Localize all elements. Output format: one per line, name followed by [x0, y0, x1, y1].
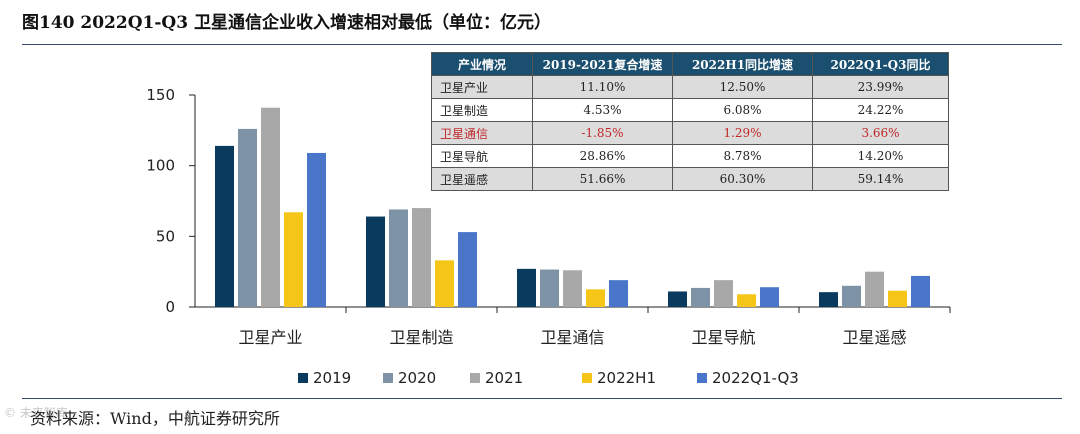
bar-2020 — [238, 128, 257, 307]
table-header-row: 产业情况 2019-2021复合增速 2022H1同比增速 2022Q1-Q3同… — [431, 52, 949, 76]
bar-2020 — [540, 269, 559, 307]
bar-2021 — [261, 107, 280, 307]
table-cell: 14.20% — [812, 144, 949, 168]
bar-2022H1 — [737, 294, 756, 307]
table-cell: 23.99% — [812, 75, 949, 99]
bar-2020 — [842, 285, 861, 307]
bar-2019 — [366, 216, 385, 307]
bar-2022Q1-Q3 — [307, 152, 326, 307]
table-cell: 6.08% — [672, 98, 813, 122]
table-cell: 卫星产业 — [431, 75, 533, 99]
bar-2021 — [714, 280, 733, 307]
table-cell: 60.30% — [672, 167, 813, 191]
bar-2019 — [517, 268, 536, 307]
category-label: 卫星制造 — [389, 328, 453, 347]
growth-table: 产业情况 2019-2021复合增速 2022H1同比增速 2022Q1-Q3同… — [431, 52, 949, 191]
table-cell: 8.78% — [672, 144, 813, 168]
table-cell: 28.86% — [532, 144, 673, 168]
figure-title: 图140 2022Q1-Q3 卫星通信企业收入增速相对最低（单位：亿元） — [22, 13, 551, 33]
bar-2019 — [668, 291, 687, 307]
table-header: 2022H1同比增速 — [672, 52, 813, 76]
bar-2022H1 — [284, 212, 303, 307]
table-cell: 卫星遥感 — [431, 167, 533, 191]
bar-2022H1 — [888, 290, 907, 307]
legend-label: 2022Q1-Q3 — [712, 369, 799, 387]
watermark-logo: © 未来智库 — [4, 406, 68, 420]
table-cell: 3.66% — [812, 121, 949, 145]
table-cell: 卫星导航 — [431, 144, 533, 168]
table-cell: 12.50% — [672, 75, 813, 99]
bar-2020 — [389, 209, 408, 307]
category-label: 卫星产业 — [238, 328, 302, 347]
bar-2021 — [412, 208, 431, 307]
bar-2019 — [215, 145, 234, 307]
legend-swatch-2019 — [298, 373, 308, 383]
legend-swatch-2021 — [470, 373, 480, 383]
table-cell: 59.14% — [812, 167, 949, 191]
table-row-highlighted: 卫星通信 -1.85% 1.29% 3.66% — [431, 121, 949, 145]
table-row: 卫星遥感 51.66% 60.30% 59.14% — [431, 167, 949, 191]
bar-2022Q1-Q3 — [609, 280, 628, 307]
source-note: 资料来源：Wind，中航证券研究所 — [30, 409, 280, 428]
source-rule — [22, 398, 1062, 399]
y-tick-label: 100 — [146, 157, 175, 175]
table-row: 卫星制造 4.53% 6.08% 24.22% — [431, 98, 949, 122]
bar-2020 — [691, 287, 710, 307]
table-cell: 1.29% — [672, 121, 813, 145]
table-cell: 11.10% — [532, 75, 673, 99]
category-label: 卫星遥感 — [842, 328, 906, 347]
legend-label: 2019 — [313, 369, 351, 387]
table-cell: 24.22% — [812, 98, 949, 122]
bar-2022Q1-Q3 — [911, 275, 930, 307]
bar-2019 — [819, 292, 838, 307]
legend-label: 2020 — [398, 369, 436, 387]
category-label: 卫星通信 — [540, 328, 604, 347]
legend-swatch-2022H1 — [582, 373, 592, 383]
bar-2022H1 — [586, 289, 605, 307]
table-cell: 卫星制造 — [431, 98, 533, 122]
legend-swatch-2022Q1-Q3 — [697, 373, 707, 383]
bar-2021 — [865, 271, 884, 307]
bar-2021 — [563, 270, 582, 307]
table-cell: 卫星通信 — [431, 121, 533, 145]
title-rule — [22, 44, 1062, 45]
legend-label: 2022H1 — [597, 369, 656, 387]
category-label: 卫星导航 — [691, 328, 755, 347]
legend-swatch-2020 — [383, 373, 393, 383]
table-cell: -1.85% — [532, 121, 673, 145]
table-cell: 4.53% — [532, 98, 673, 122]
table-header: 产业情况 — [431, 52, 533, 76]
table-header: 2019-2021复合增速 — [532, 52, 673, 76]
table-row: 卫星导航 28.86% 8.78% 14.20% — [431, 144, 949, 168]
bar-2022Q1-Q3 — [760, 287, 779, 307]
legend-label: 2021 — [485, 369, 523, 387]
y-tick-label: 50 — [156, 227, 175, 245]
table-cell: 51.66% — [532, 167, 673, 191]
y-tick-label: 0 — [165, 298, 175, 316]
bar-2022Q1-Q3 — [458, 232, 477, 307]
table-row: 卫星产业 11.10% 12.50% 23.99% — [431, 75, 949, 99]
y-tick-label: 150 — [146, 86, 175, 104]
bar-2022H1 — [435, 260, 454, 307]
table-header: 2022Q1-Q3同比 — [812, 52, 949, 76]
